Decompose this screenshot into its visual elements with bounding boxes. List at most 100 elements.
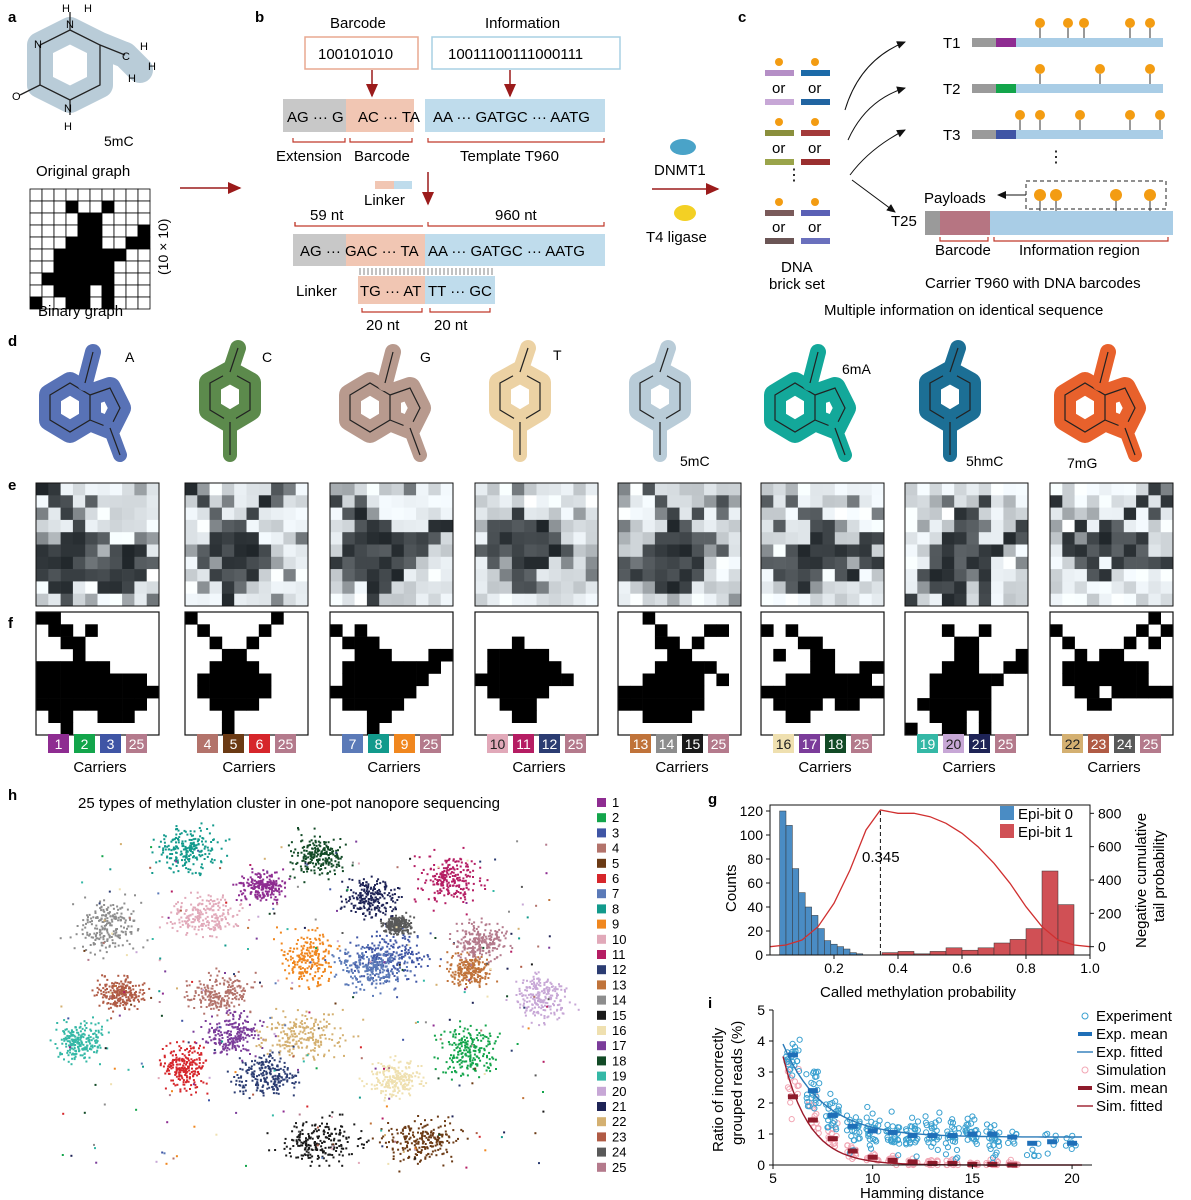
cluster-point (204, 1059, 207, 1062)
cluster-point (81, 928, 84, 931)
cluster-point (402, 955, 405, 958)
cluster-point (388, 976, 391, 979)
cluster-point (472, 970, 475, 973)
cluster-point (379, 978, 382, 981)
grid-cell (654, 624, 668, 637)
cluster-point (335, 1142, 338, 1145)
binary-cell (65, 236, 79, 250)
cluster-point (265, 883, 268, 886)
cluster-point (404, 969, 406, 972)
cluster-point (293, 1086, 296, 1089)
cluster-point (265, 898, 268, 901)
cluster-point (394, 1080, 397, 1083)
cluster-point (140, 901, 143, 904)
heatmap-cell (391, 532, 405, 545)
cluster-point (185, 1061, 188, 1064)
heatmap-cell (728, 556, 742, 570)
grid-cell (966, 673, 980, 687)
cluster-point (305, 1150, 308, 1153)
cluster-point (197, 986, 200, 989)
cluster-point (372, 961, 375, 964)
cluster-point (433, 1136, 436, 1139)
cluster-point (474, 1049, 477, 1052)
heatmap-cell (185, 593, 198, 607)
cluster-point (402, 1083, 405, 1086)
heatmap-cell (1074, 569, 1088, 582)
cluster-point (270, 887, 273, 890)
cluster-point (246, 881, 249, 884)
cluster-point (347, 971, 350, 974)
heatmap-cell (342, 483, 355, 496)
carrier-extension (925, 211, 940, 235)
cluster-point (399, 953, 402, 956)
grid-cell (679, 661, 693, 674)
cluster-point (382, 975, 385, 978)
cluster-point (454, 1036, 457, 1039)
cluster-point (158, 926, 161, 929)
cluster-point (282, 868, 285, 871)
cluster-point (208, 832, 211, 835)
cluster-point (457, 982, 460, 985)
cluster-point (300, 977, 303, 980)
brick (801, 159, 830, 165)
cluster-point (311, 964, 314, 967)
cluster-point (286, 959, 289, 962)
heatmap-cell (499, 544, 513, 558)
heatmap-cell (109, 581, 123, 594)
cluster-point (361, 956, 364, 959)
carrier-chip (487, 734, 508, 753)
cluster-point (360, 1130, 363, 1133)
cluster-point (297, 1138, 300, 1141)
cluster-point (93, 932, 96, 935)
cluster-point (450, 974, 453, 977)
cluster-point (200, 991, 203, 994)
cluster-point (253, 887, 256, 889)
cluster-point (86, 914, 89, 917)
cluster-point (102, 957, 105, 960)
heatmap-cell (1123, 519, 1137, 533)
cluster-point (408, 1148, 411, 1151)
cluster-point (388, 1065, 391, 1068)
heatmap-cell (97, 495, 111, 508)
heatmap-cell (761, 483, 774, 496)
grid-cell (185, 612, 198, 625)
cluster-point (439, 958, 442, 961)
heatmap-cell (847, 544, 860, 558)
cluster-point (368, 948, 371, 951)
heatmap-cell (618, 519, 631, 533)
cluster-point (206, 984, 209, 987)
cluster-point (402, 934, 405, 936)
cluster-point (199, 874, 202, 877)
cluster-point (466, 967, 469, 970)
cluster-point (96, 932, 98, 935)
grid-cell (342, 673, 355, 687)
heatmap-cell (667, 593, 680, 607)
ligated-seq-right: AA ··· GATGC ··· AATG (428, 243, 585, 260)
carrier-chip (995, 734, 1016, 753)
cluster-point (391, 1139, 394, 1142)
cluster-point (177, 870, 180, 873)
heatmap-cell (366, 556, 380, 570)
cluster-point (221, 896, 224, 899)
cluster-point (397, 1074, 400, 1077)
cluster-point (465, 959, 468, 962)
grid-cell (954, 710, 967, 723)
cluster-point (433, 1056, 436, 1059)
panel-e-heatmaps (35, 482, 1174, 607)
cluster-point (251, 1079, 254, 1082)
cluster-point (379, 992, 382, 995)
cluster-point (487, 963, 490, 966)
cluster-point (241, 907, 244, 910)
cluster-point (460, 1039, 463, 1042)
heatmap-cell (1015, 519, 1029, 533)
cluster-point (437, 892, 440, 895)
grid-cell (221, 673, 235, 687)
heatmap-cell (379, 532, 392, 545)
cluster-point (232, 981, 235, 983)
cluster-point (370, 971, 373, 974)
grid-cell (48, 698, 61, 711)
grid-cell (60, 624, 74, 637)
grid-cell (524, 673, 537, 687)
cluster-point (306, 954, 309, 957)
cluster-point (388, 1084, 390, 1087)
